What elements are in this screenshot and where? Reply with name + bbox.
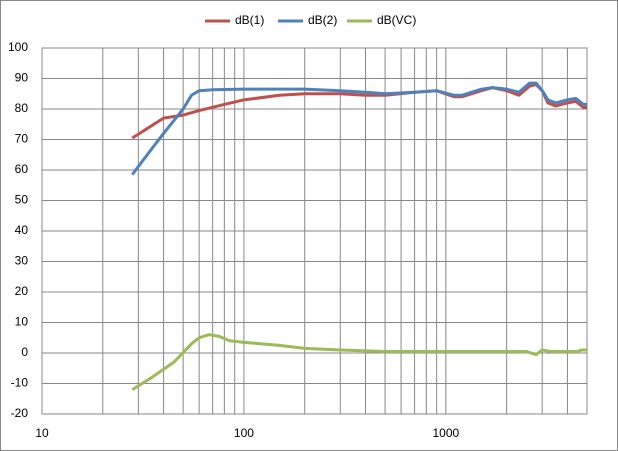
y-tick-label: -10 (11, 376, 29, 390)
y-tick-label: 60 (15, 162, 29, 176)
y-tick-label: 0 (21, 345, 28, 359)
y-tick-label: 90 (15, 71, 29, 85)
legend-label: dB(2) (308, 13, 337, 27)
series-line (131, 333, 587, 391)
y-tick-label: 20 (15, 284, 29, 298)
legend-label: dB(VC) (377, 13, 416, 27)
x-tick-label: 100 (234, 426, 254, 440)
plot-area (41, 47, 588, 415)
y-tick-label: 30 (15, 254, 29, 268)
y-tick-label: -20 (11, 406, 29, 420)
y-tick-label: 10 (15, 315, 29, 329)
x-tick-label: 10 (35, 426, 49, 440)
x-tick-label: 1000 (433, 426, 460, 440)
y-tick-label: 40 (15, 223, 29, 237)
y-tick-label: 50 (15, 193, 29, 207)
y-tick-label: 70 (15, 132, 29, 146)
y-tick-label: 100 (8, 40, 28, 54)
legend-label: dB(1) (235, 13, 264, 27)
series-line (131, 83, 587, 140)
y-tick-label: 80 (15, 101, 29, 115)
series-line (131, 81, 587, 176)
